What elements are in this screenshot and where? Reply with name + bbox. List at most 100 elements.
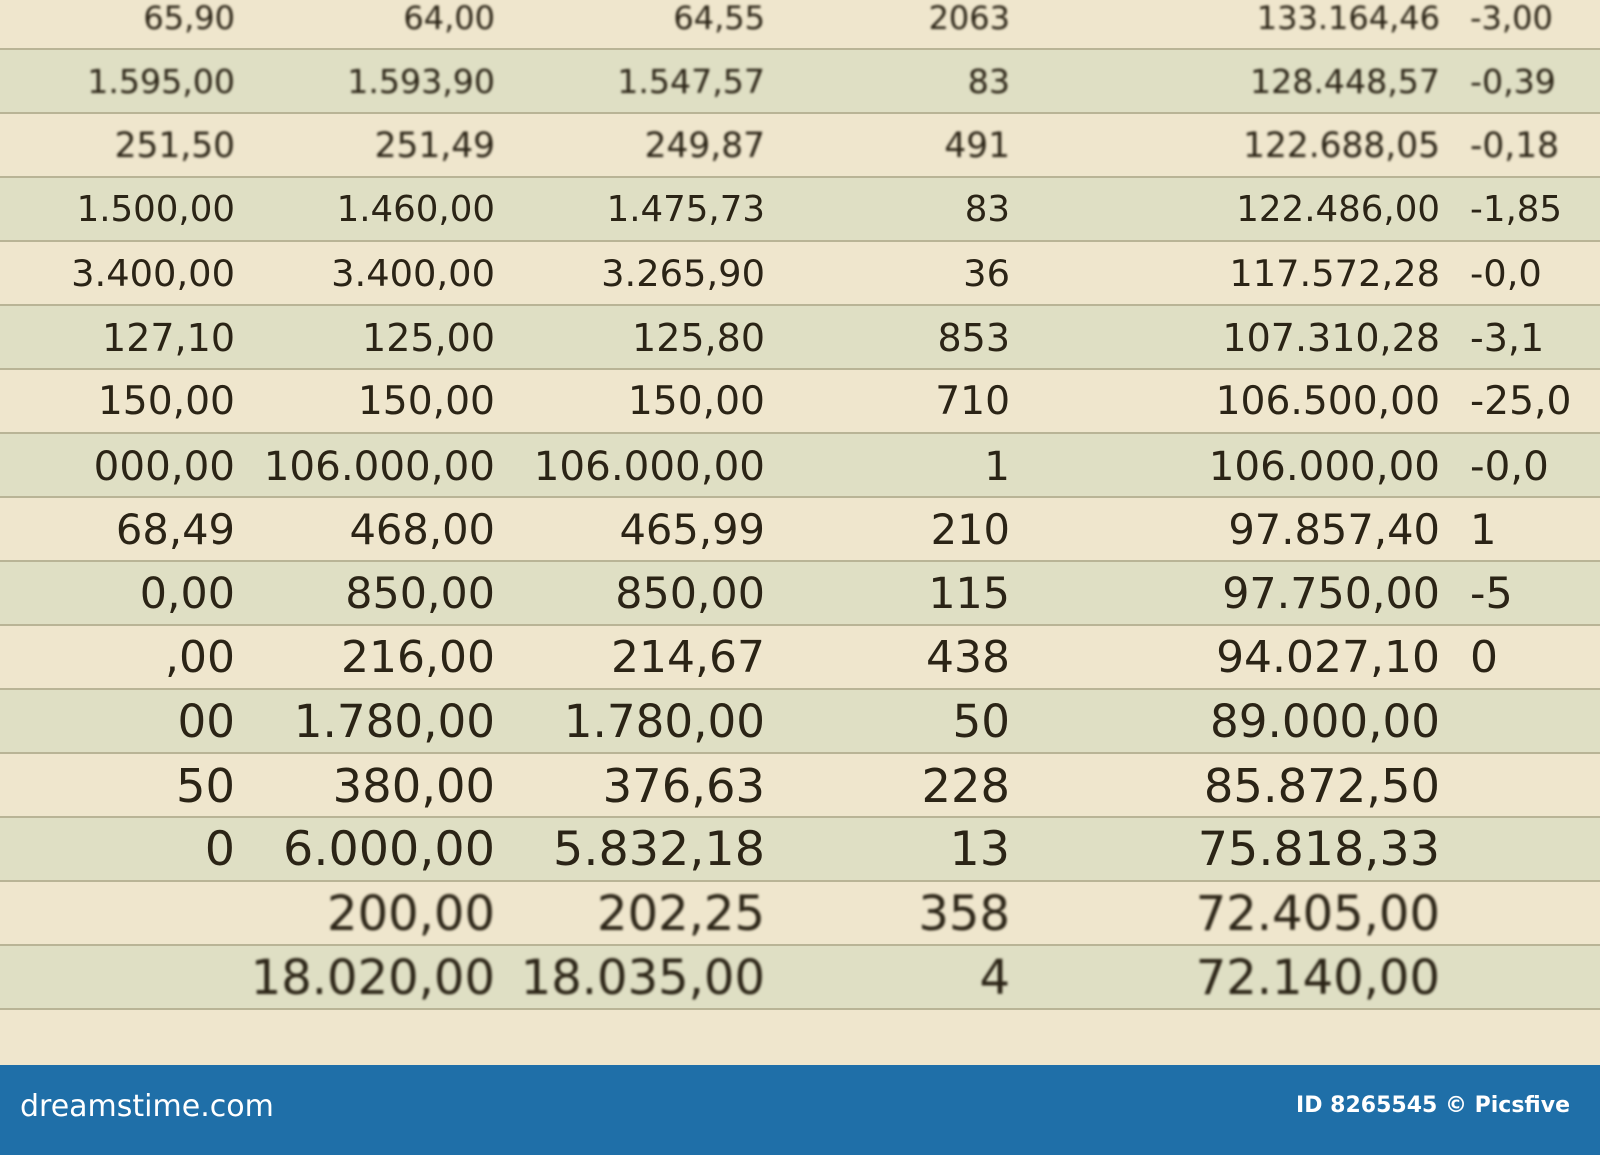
table-cell: 18.020,00 (250, 950, 495, 1006)
table-cell: 380,00 (332, 759, 495, 813)
table-row: 1.595,00 1.593,90 1.547,57 83 128.448,57 -0,3… (0, 50, 1600, 114)
table-cell: 00 (177, 695, 236, 748)
table-row: ,00 216,00 214,67 438 94.027,10 0 (0, 626, 1600, 690)
table-cell: 251,49 (374, 126, 495, 166)
table-cell: 000,00 (93, 442, 235, 490)
table-cell: 710 (935, 379, 1010, 424)
table-cell: 1.780,00 (293, 695, 495, 748)
table-cell: 249,87 (644, 126, 765, 166)
table-cell: 465,99 (619, 505, 765, 554)
table-row: 150,00 150,00 150,00 710 106.500,00 -25,0 (0, 370, 1600, 434)
newspaper-table: 65,90 64,00 64,55 2063 133.164,46 -3,00 1.595,… (0, 0, 1600, 1065)
table-row: 000,00 106.000,00 106.000,00 1 106.000,00 -0,… (0, 434, 1600, 498)
table-cell: 438 (926, 632, 1010, 683)
table-cell: 1.547,57 (617, 62, 765, 101)
table-cell: 36 (963, 252, 1010, 295)
table-cell: 216,00 (341, 632, 495, 683)
table-cell: 1.460,00 (336, 189, 495, 230)
table-cell: 3.400,00 (71, 252, 235, 295)
table-row: 200,00 202,25 358 72.405,00 (0, 882, 1600, 946)
table-cell: 4 (979, 950, 1010, 1006)
table-row: 50 380,00 376,63 228 85.872,50 (0, 754, 1600, 818)
table-cell: 115 (928, 569, 1010, 619)
table-cell: 18.035,00 (520, 950, 765, 1006)
table-cell: 97.857,40 (1228, 505, 1440, 554)
table-cell: 122.486,00 (1236, 189, 1440, 230)
table-cell: 376,63 (602, 759, 765, 813)
table-cell: 107.310,28 (1222, 316, 1440, 360)
table-cell: 202,25 (597, 886, 765, 942)
table-cell: 150,00 (627, 379, 765, 424)
table-cell: -0,0 (1470, 442, 1549, 490)
table-cell: 106.000,00 (1208, 442, 1440, 490)
table-cell: 1.595,00 (87, 62, 235, 101)
table-cell: 6.000,00 (283, 822, 495, 877)
table-row: 00 1.780,00 1.780,00 50 89.000,00 (0, 690, 1600, 754)
table-cell: 68,49 (115, 505, 235, 554)
footer-bar: dreamstime.com ID 8265545 © Picsfive (0, 1065, 1600, 1155)
table-cell: 1.780,00 (563, 695, 765, 748)
table-row: 0 6.000,00 5.832,18 13 75.818,33 (0, 818, 1600, 882)
table-row: 3.400,00 3.400,00 3.265,90 36 117.572,28 -0,0 (0, 242, 1600, 306)
table-cell: 89.000,00 (1210, 695, 1440, 748)
table-cell: 65,90 (143, 0, 235, 37)
table-row: 1.500,00 1.460,00 1.475,73 83 122.486,00 -1,8… (0, 178, 1600, 242)
table-cell: -3,1 (1470, 316, 1545, 360)
table-cell: 106.000,00 (263, 442, 495, 490)
table-cell: -0,39 (1470, 62, 1556, 101)
table-cell: ,00 (165, 632, 235, 683)
table-cell: 128.448,57 (1249, 62, 1440, 101)
table-cell: 3.265,90 (601, 252, 765, 295)
table-cell: 214,67 (611, 632, 765, 683)
table-cell: 1 (1470, 505, 1497, 554)
table-cell: 850,00 (615, 569, 765, 619)
table-cell: 0 (204, 822, 235, 877)
table-cell: -0,0 (1470, 252, 1542, 295)
table-row: 68,49 468,00 465,99 210 97.857,40 1 (0, 498, 1600, 562)
table-cell: 853 (937, 316, 1010, 360)
table-cell: 85.872,50 (1203, 759, 1440, 813)
table-row: 127,10 125,00 125,80 853 107.310,28 -3,1 (0, 306, 1600, 370)
table-cell: 0,00 (139, 569, 235, 619)
table-cell: 358 (918, 886, 1010, 942)
table-cell: 50 (952, 695, 1011, 748)
image-credit: ID 8265545 © Picsfive (1296, 1093, 1570, 1118)
table-cell: 13 (949, 822, 1010, 877)
table-cell: 125,80 (632, 316, 765, 360)
table-cell: 850,00 (345, 569, 495, 619)
table-cell: 106.500,00 (1215, 379, 1440, 424)
table-cell: -0,18 (1470, 126, 1559, 166)
table-cell: 133.164,46 (1256, 0, 1440, 37)
table-cell: 122.688,05 (1243, 126, 1440, 166)
table-cell: 491 (944, 126, 1010, 166)
table-cell: -1,85 (1470, 189, 1563, 230)
table-cell: 1.593,90 (347, 62, 495, 101)
site-name: dreamstime.com (20, 1089, 274, 1124)
table-cell: 117.572,28 (1229, 252, 1440, 295)
table-cell: -25,0 (1470, 379, 1572, 424)
table-cell: 106.000,00 (533, 442, 765, 490)
table-cell: 468,00 (349, 505, 495, 554)
table-cell: 200,00 (327, 886, 495, 942)
table-cell: 125,00 (362, 316, 495, 360)
table-cell: -3,00 (1470, 0, 1553, 37)
table-cell: 83 (967, 62, 1010, 101)
table-cell: 127,10 (102, 316, 235, 360)
table-cell: 1 (984, 442, 1010, 490)
table-cell: 50 (175, 759, 235, 813)
table-cell: 72.405,00 (1195, 886, 1440, 942)
table-cell: 210 (930, 505, 1010, 554)
table-cell: 75.818,33 (1197, 822, 1440, 877)
table-cell: 97.750,00 (1222, 569, 1440, 619)
table-cell: 228 (921, 759, 1010, 813)
table-cell: 5.832,18 (553, 822, 765, 877)
table-cell: 251,50 (114, 126, 235, 166)
table-cell: 0 (1470, 632, 1498, 683)
table-cell: 64,55 (673, 0, 765, 37)
table-cell: -5 (1470, 569, 1513, 619)
table-cell: 72.140,00 (1195, 950, 1440, 1006)
table-row: 18.020,00 18.035,00 4 72.140,00 (0, 946, 1600, 1010)
table-cell: 150,00 (357, 379, 495, 424)
table-cell: 150,00 (97, 379, 235, 424)
